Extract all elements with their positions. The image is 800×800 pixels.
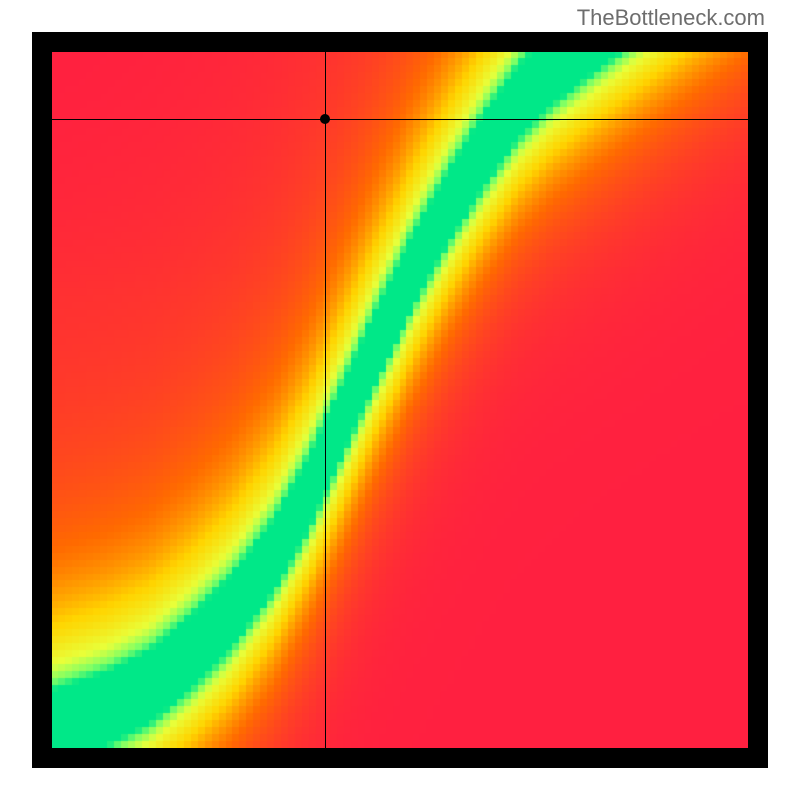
watermark-text: TheBottleneck.com — [577, 5, 765, 31]
chart-container: TheBottleneck.com — [0, 0, 800, 800]
crosshair-horizontal — [32, 119, 768, 120]
crosshair-vertical — [325, 32, 326, 768]
heatmap-canvas — [52, 52, 748, 748]
plot-frame — [32, 32, 768, 768]
crosshair-point — [320, 114, 330, 124]
